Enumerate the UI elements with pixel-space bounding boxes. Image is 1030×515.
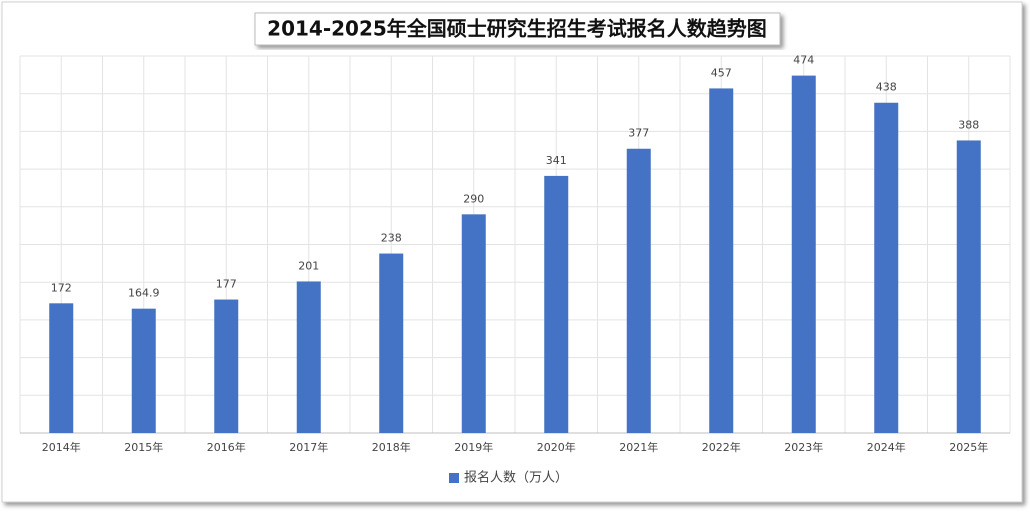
x-tick-label: 2019年: [454, 440, 493, 454]
bar: [461, 214, 486, 433]
data-label: 377: [628, 127, 649, 140]
bar: [626, 148, 651, 433]
x-tick-label: 2020年: [537, 440, 576, 454]
data-label: 201: [298, 259, 319, 272]
x-tick-label: 2015年: [124, 440, 163, 454]
bar: [131, 308, 156, 433]
bar: [49, 303, 74, 433]
bar: [956, 140, 981, 433]
data-label: 388: [958, 118, 979, 131]
data-label: 438: [876, 81, 897, 94]
x-tick-label: 2017年: [289, 440, 328, 454]
legend-label: 报名人数（万人）: [464, 470, 568, 486]
x-tick-label: 2018年: [372, 440, 411, 454]
title-box: [254, 12, 781, 46]
bar: [874, 102, 899, 434]
data-label: 164.9: [128, 287, 160, 300]
bar: [296, 281, 321, 433]
data-label: 177: [216, 278, 237, 291]
data-label: 457: [711, 66, 732, 79]
bar: [544, 175, 569, 434]
data-label: 172: [51, 281, 72, 294]
data-label: 341: [546, 154, 567, 167]
bar: [379, 253, 404, 433]
chart-title: 2014-2025年全国硕士研究生招生考试报名人数趋势图: [267, 17, 767, 41]
bar: [791, 75, 816, 433]
chart-frame: [1, 1, 1023, 503]
data-label: 238: [381, 232, 402, 245]
bar: [214, 299, 239, 433]
x-tick-label: 2016年: [207, 440, 246, 454]
data-label: 290: [463, 192, 484, 205]
x-tick-label: 2025年: [949, 440, 988, 454]
x-tick-label: 2021年: [619, 440, 658, 454]
x-tick-label: 2022年: [702, 440, 741, 454]
x-tick-label: 2023年: [784, 440, 823, 454]
x-tick-label: 2024年: [867, 440, 906, 454]
data-label: 474: [793, 54, 814, 67]
x-tick-label: 2014年: [42, 440, 81, 454]
legend-swatch: [449, 473, 459, 483]
bar: [709, 88, 734, 433]
